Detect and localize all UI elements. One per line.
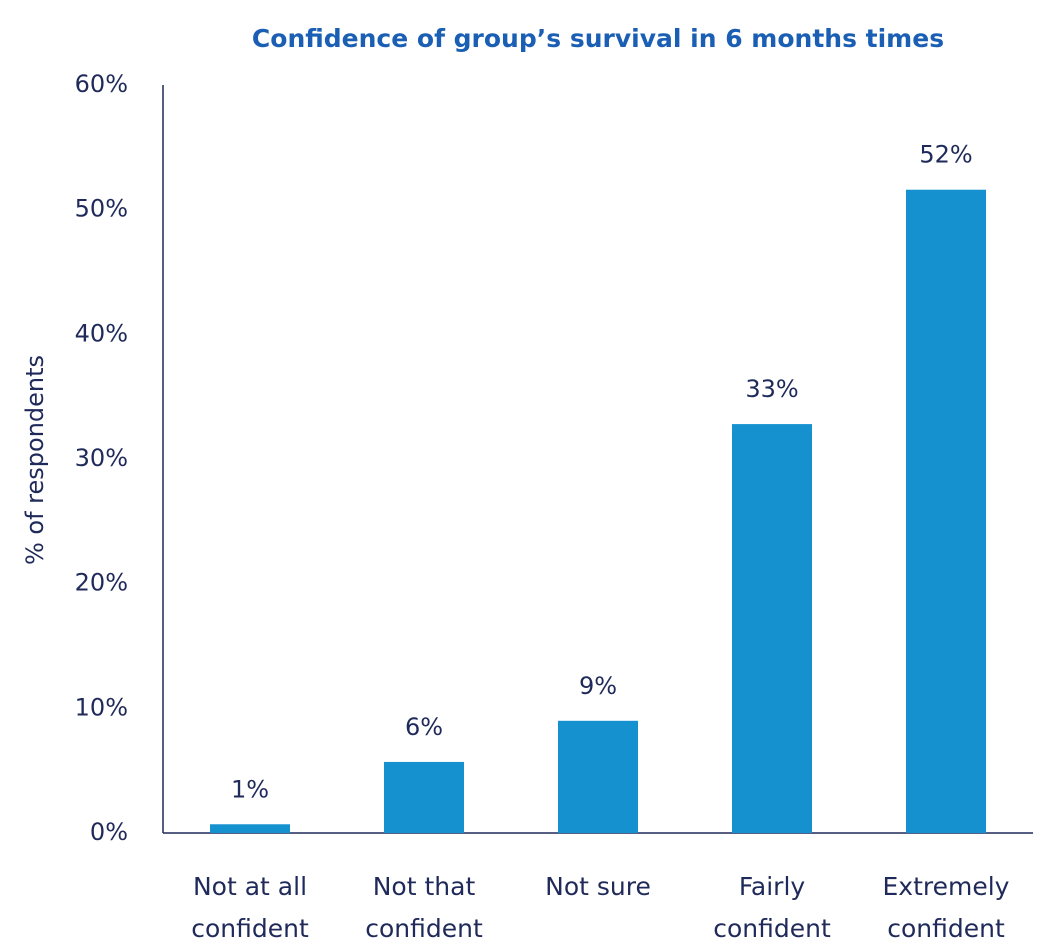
y-tick-label: 40% [75,319,128,347]
bar [906,189,986,834]
chart-title: Confidence of group’s survival in 6 mont… [252,24,944,53]
data-label: 9% [579,672,617,700]
y-axis-label: % of respondents [21,355,49,565]
y-tick-label: 30% [75,444,128,472]
bar [732,424,812,833]
y-tick-label: 10% [75,693,128,721]
bar [558,720,638,833]
data-label: 52% [919,141,972,169]
x-tick-label: Extremely confident [882,872,1010,943]
x-tick-label: Not sure [545,872,651,901]
y-tick-label: 50% [75,195,128,223]
y-tick-label: 20% [75,569,128,597]
data-label: 33% [745,375,798,403]
data-label: 6% [405,713,443,741]
bar [210,824,290,833]
x-tick-label: Not that confident [365,872,483,943]
y-tick-label: 60% [75,70,128,98]
x-tick-label: Not at all confident [191,872,309,943]
y-tick-label: 0% [90,818,128,846]
x-tick-label: Fairly confident [713,872,831,943]
data-label: 1% [231,775,269,803]
bar [384,761,464,833]
